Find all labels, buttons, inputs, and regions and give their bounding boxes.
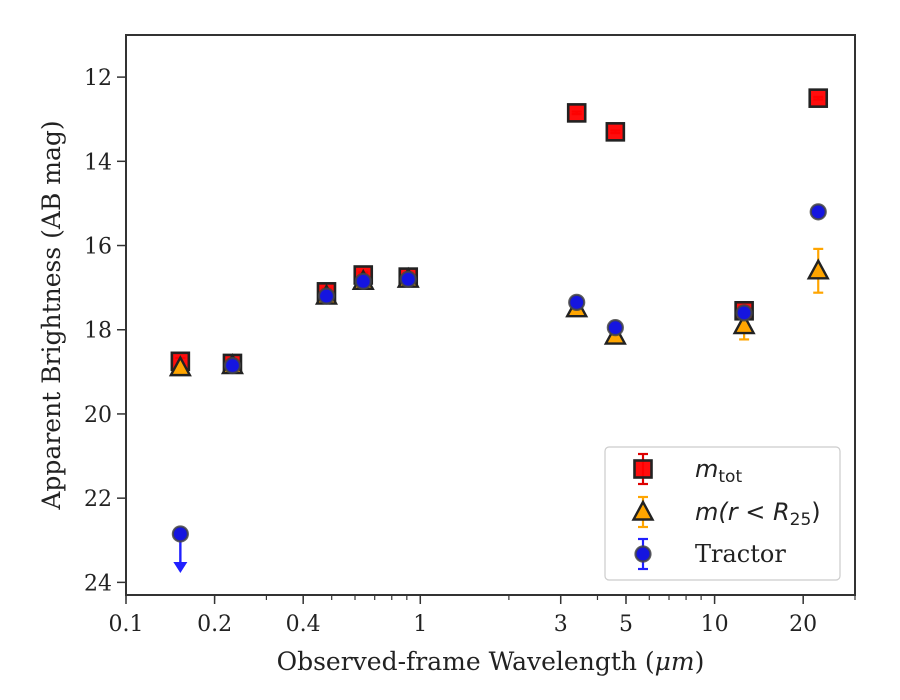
x-tick-label: 0.4 [286, 612, 321, 637]
y-tick-label: 24 [84, 571, 112, 596]
point-mr25 [732, 313, 756, 335]
x-tick-label: 20 [789, 612, 817, 637]
point-mtot [566, 103, 587, 123]
legend-box [604, 446, 841, 581]
legend-symbol-mtot [633, 459, 653, 479]
legend-mr25-main: m(r < R [695, 498, 790, 526]
y-axis-label: Apparent Brightness (AB mag) [37, 120, 66, 510]
legend-marker-mtot [633, 452, 653, 486]
legend-marker-tractor [634, 537, 652, 571]
legend-mtot-main: m [695, 455, 718, 483]
y-tick-label: 12 [84, 66, 112, 91]
legend-mr25-close: ) [811, 498, 820, 526]
y-tick-label: 18 [84, 319, 112, 344]
point-mr25 [168, 355, 192, 377]
legend-marker-mr25 [631, 495, 655, 529]
point-mtot [808, 88, 829, 108]
x-axis-label-prefix: Observed-frame Wavelength ( [277, 647, 655, 676]
point-tractor [223, 356, 242, 375]
x-tick-label: 5 [619, 612, 633, 637]
x-axis-label-unit: μm [655, 647, 695, 676]
legend-entry-tractor: Tractor [695, 540, 786, 568]
plot-frame [125, 34, 856, 596]
x-tick-label: 0.2 [197, 612, 232, 637]
x-tick-label: 10 [701, 612, 729, 637]
point-tractor [735, 304, 753, 322]
y-tick-label: 22 [84, 487, 112, 512]
data-layer [168, 88, 830, 573]
point-tractor [317, 287, 336, 305]
legend: mtot m(r < R25) Tractor [604, 446, 841, 581]
point-tractor [606, 319, 624, 337]
legend-mr25-sub: 25 [790, 510, 812, 530]
legend-symbol-tractor [634, 545, 652, 563]
legend-mtot-sub: tot [718, 467, 742, 487]
point-mtot [605, 122, 626, 142]
y-tick-label: 14 [84, 150, 112, 175]
x-axis-label: Observed-frame Wavelength (μm) [277, 647, 705, 676]
series-tractor [171, 203, 827, 573]
legend-entry-mr25: m(r < R25) [695, 498, 821, 530]
y-tick-label: 16 [84, 235, 112, 260]
series-mtot [170, 88, 829, 374]
point-tractor [354, 272, 372, 290]
series-mr25 [168, 247, 830, 377]
tick-layer: 0.1 0.2 0.4 1 3 5 10 20 12 14 16 18 20 22 24 [84, 66, 856, 637]
legend-markers [631, 452, 655, 571]
point-mr25 [806, 258, 830, 280]
x-tick-label: 3 [554, 612, 568, 637]
point-tractor [399, 270, 417, 288]
legend-symbol-mr25 [631, 499, 655, 521]
x-axis-label-suffix: ) [695, 647, 705, 676]
x-tick-label: 0.1 [109, 612, 144, 637]
legend-entry-mtot: mtot [695, 455, 742, 487]
point-tractor [809, 203, 827, 221]
upper-limit-arrowhead [173, 561, 188, 573]
x-tick-label: 1 [413, 612, 427, 637]
point-tractor [171, 525, 189, 543]
y-tick-label: 20 [84, 403, 112, 428]
point-tractor [568, 293, 586, 311]
